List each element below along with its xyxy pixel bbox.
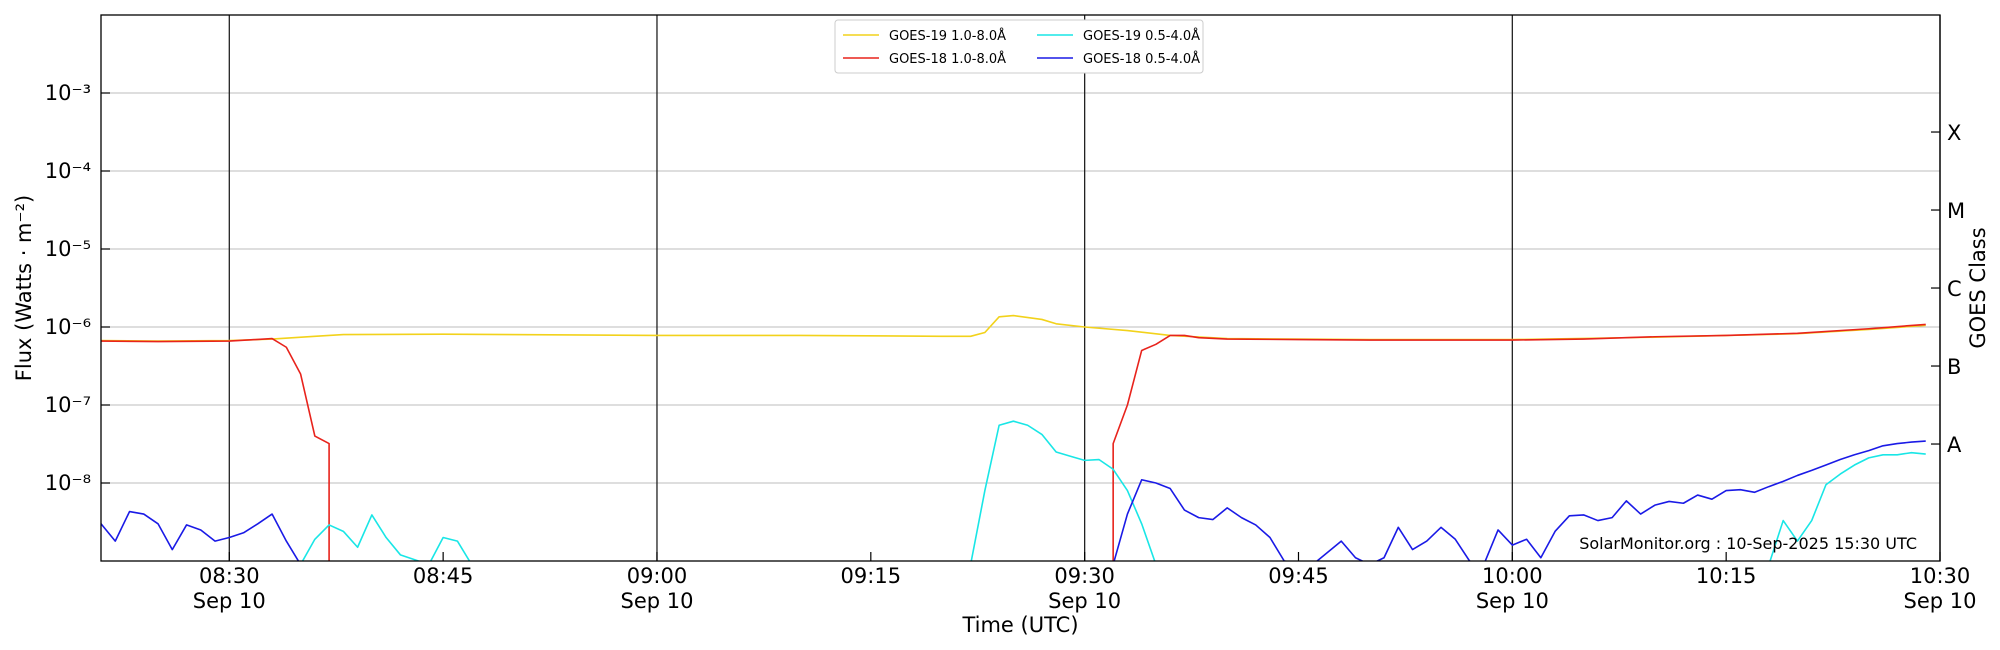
legend-label: GOES-19 0.5-4.0Å	[1083, 28, 1200, 44]
series-line	[101, 440, 1926, 561]
annotation: SolarMonitor.org : 10-Sep-2025 15:30 UTC	[1579, 534, 1917, 553]
y-tick-label: 10⁻⁶	[45, 315, 91, 339]
x-tick-label: 08:30 Sep 10	[193, 564, 266, 613]
x-tick-label: 10:00 Sep 10	[1476, 564, 1549, 613]
y-tick-label: 10⁻⁵	[45, 237, 91, 261]
legend-box	[834, 19, 1204, 74]
x-tick-label: 08:45	[413, 564, 474, 588]
x-tick-label: 09:30 Sep 10	[1048, 564, 1121, 613]
legend-label: GOES-18 1.0-8.0Å	[889, 51, 1006, 67]
series-line	[301, 420, 1926, 561]
x-tick-label: 10:15	[1696, 564, 1757, 588]
x-tick-label: 10:30 Sep 10	[1904, 564, 1977, 613]
y2-tick-label: M	[1947, 199, 1965, 223]
y-tick-label: 10⁻⁷	[45, 393, 91, 417]
y2-axis-label: GOES Class	[1966, 227, 1990, 348]
y2-tick-label: X	[1947, 121, 1961, 145]
y-tick-label: 10⁻³	[45, 81, 91, 105]
x-tick-label: 09:45	[1268, 564, 1329, 588]
x-tick-label: 09:00 Sep 10	[620, 564, 693, 613]
y-tick-label: 10⁻⁸	[45, 471, 91, 495]
y2-tick-label: B	[1947, 355, 1961, 379]
y-axis-label: Flux (Watts · m⁻²)	[12, 195, 36, 381]
legend-label: GOES-19 1.0-8.0Å	[889, 28, 1006, 44]
legend-label: GOES-18 0.5-4.0Å	[1083, 51, 1200, 67]
y-tick-label: 10⁻⁴	[45, 159, 91, 183]
y2-tick-label: C	[1947, 277, 1962, 301]
plot-area	[101, 314, 1926, 561]
y2-tick-label: A	[1947, 433, 1962, 457]
x-tick-label: 09:15	[841, 564, 902, 588]
plot-frame	[100, 14, 1941, 562]
series-line	[101, 323, 1926, 561]
x-axis-label: Time (UTC)	[961, 613, 1078, 637]
